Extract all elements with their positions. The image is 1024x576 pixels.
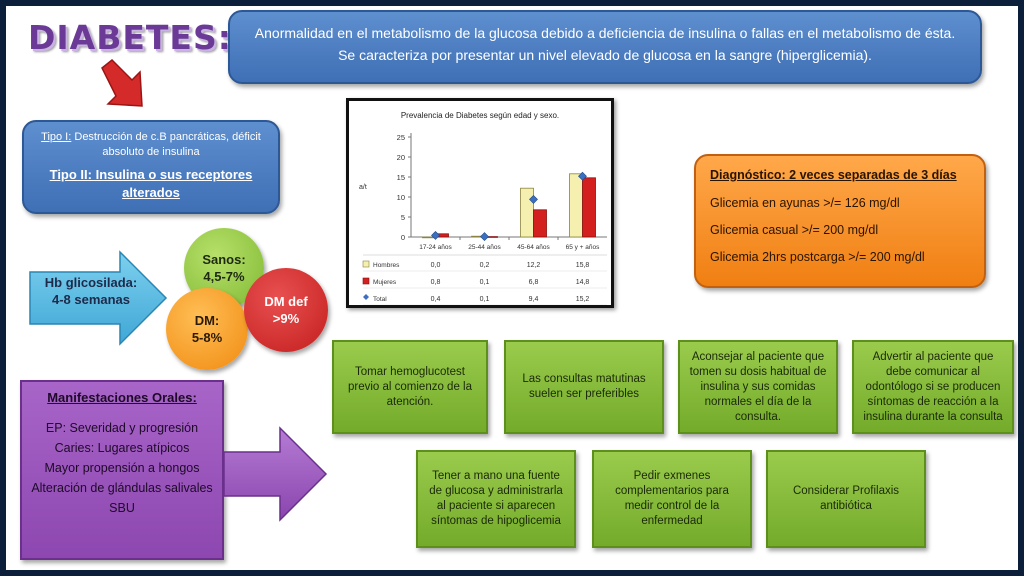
chart-bar-mujeres: [582, 177, 596, 238]
chart-data-label: 6,8: [529, 279, 539, 286]
diagnosis-line: Glicemia en ayunas >/= 126 mg/dl: [710, 196, 900, 210]
dm-label: DM:: [194, 313, 220, 328]
type1-description: Destrucción de c.B pancráticas, déficit …: [71, 131, 261, 158]
oral-manifestations-box: Manifestaciones Orales: EP: Severidad y …: [20, 380, 224, 560]
recommendation-text: Considerar Profilaxis antibiótica: [792, 485, 900, 512]
chart-ylabel: a/t: [359, 184, 367, 191]
dm-def-circle: DM def >9%: [244, 268, 328, 352]
chart-point-total: [578, 171, 587, 181]
recommendation-text: Las consultas matutinas suelen ser prefe…: [522, 373, 646, 400]
chart-y-tick-label: 15: [397, 173, 405, 182]
type2-text: Tipo II: Insulina o sus receptores alter…: [49, 167, 253, 200]
chart-legend-swatch: [362, 260, 370, 268]
healthy-label: Sanos:: [202, 252, 246, 267]
chart-y-tick-label: 0: [401, 233, 405, 242]
oral-item: SBU: [109, 501, 135, 515]
chart-point-total: [529, 194, 538, 204]
definition-box: Anormalidad en el metabolismo de la gluc…: [228, 10, 982, 84]
chart-data-label: 15,2: [576, 296, 590, 303]
chart-data-label: 0,1: [480, 279, 490, 286]
oral-item: Caries: Lugares atípicos: [54, 441, 190, 455]
recommendation-box: Pedir exmenes complementarios para medir…: [592, 450, 752, 548]
type1-text: Tipo I: Destrucción de c.B pancráticas, …: [34, 130, 268, 160]
chart-legend-label: Hombres: [373, 262, 400, 269]
diagnosis-title: Diagnóstico: 2 veces separadas de 3 días: [710, 168, 957, 182]
type1-label: Tipo I:: [41, 131, 72, 143]
diagnosis-box: Diagnóstico: 2 veces separadas de 3 días…: [694, 154, 986, 288]
prevalence-chart: Prevalencia de Diabetes según edad y sex…: [359, 111, 607, 306]
diagnosis-line: Glicemia casual >/= 200 mg/dl: [710, 223, 879, 237]
diagnosis-line: Glicemia 2hrs postcarga >/= 200 mg/dl: [710, 250, 925, 264]
chart-bar-hombres: [569, 173, 583, 238]
chart-category-label: 17-24 años: [419, 244, 452, 251]
chart-point-total: [431, 230, 440, 240]
types-box: Tipo I: Destrucción de c.B pancráticas, …: [22, 120, 280, 214]
oral-title: Manifestaciones Orales:: [47, 390, 197, 405]
chart-data-label: 0,1: [480, 296, 490, 303]
page-title: DIABETES:: [28, 18, 232, 57]
slide: DIABETES: Anormalidad en el metabolismo …: [6, 6, 1018, 570]
hb-label: Hb glicosilada:: [44, 275, 138, 290]
dm-value: 5-8%: [191, 330, 223, 345]
prevalence-chart-frame: Prevalencia de Diabetes según edad y sex…: [346, 98, 614, 308]
oral-item: Alteración de glándulas salivales: [31, 481, 213, 495]
purple-arrow-icon: [223, 426, 328, 522]
definition-text: Anormalidad en el metabolismo de la gluc…: [254, 25, 956, 63]
chart-data-label: 12,2: [527, 262, 541, 269]
recommendation-text: Pedir exmenes complementarios para medir…: [615, 470, 729, 527]
recommendation-text: Tener a mano una fuente de glucosa y adm…: [429, 470, 563, 527]
recommendation-box: Advertir al paciente que debe comunicar …: [852, 340, 1014, 434]
chart-data-label: 14,8: [576, 279, 590, 286]
chart-point-total: [480, 232, 489, 242]
chart-category-label: 25-44 años: [468, 244, 501, 251]
chart-legend-label: Mujeres: [373, 279, 397, 286]
red-arrow-icon: [101, 58, 143, 107]
chart-title: Prevalencia de Diabetes según edad y sex…: [401, 111, 559, 120]
chart-data-label: 0,8: [431, 279, 441, 286]
chart-category-label: 45-64 años: [517, 244, 550, 251]
chart-data-label: 0,0: [431, 262, 441, 269]
chart-y-tick-label: 5: [401, 213, 405, 222]
chart-y-tick-label: 20: [397, 153, 405, 162]
hb-range: 4-8 semanas: [51, 292, 131, 307]
hb-arrow-icon: [29, 250, 168, 346]
chart-data-label: 15,8: [576, 262, 590, 269]
oral-item: EP: Severidad y progresión: [45, 421, 199, 435]
chart-bar-hombres: [520, 187, 534, 238]
chart-legend-swatch: [363, 294, 369, 300]
recommendation-box: Aconsejar al paciente que tomen su dosis…: [678, 340, 838, 434]
chart-legend-swatch: [362, 277, 370, 285]
chart-data-label: 0,4: [431, 296, 441, 303]
dm-def-value: >9%: [272, 311, 300, 326]
recommendation-text: Aconsejar al paciente que tomen su dosis…: [689, 350, 827, 423]
recommendation-box: Tomar hemoglucotest previo al comienzo d…: [332, 340, 488, 434]
recommendation-text: Tomar hemoglucotest previo al comienzo d…: [347, 365, 472, 408]
hb-text: Hb glicosilada: 4-8 semanas: [36, 274, 146, 308]
recommendation-box: Tener a mano una fuente de glucosa y adm…: [416, 450, 576, 548]
recommendation-box: Considerar Profilaxis antibiótica: [766, 450, 926, 548]
healthy-value: 4,5-7%: [203, 269, 245, 284]
chart-legend-label: Total: [373, 296, 387, 303]
recommendation-box: Las consultas matutinas suelen ser prefe…: [504, 340, 664, 434]
oral-item: Mayor propensión a hongos: [44, 461, 200, 475]
dm-circle: DM: 5-8%: [166, 288, 248, 370]
chart-y-tick-label: 10: [397, 193, 405, 202]
recommendation-text: Advertir al paciente que debe comunicar …: [863, 350, 1003, 423]
chart-category-label: 65 y + años: [566, 244, 601, 251]
dm-def-label: DM def: [264, 294, 308, 309]
chart-bar-mujeres: [533, 209, 547, 238]
chart-data-label: 9,4: [529, 296, 539, 303]
chart-y-tick-label: 25: [397, 133, 405, 142]
chart-data-label: 0,2: [480, 262, 490, 269]
